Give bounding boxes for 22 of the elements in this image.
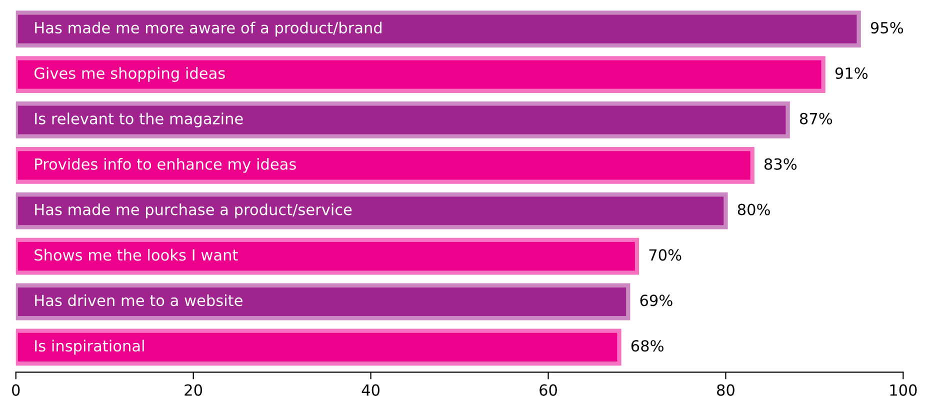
data-label: 95% [870, 22, 904, 34]
y-tick-label: Is inspirational [35, 340, 144, 355]
y-tick-label: Provides info to enhance my ideas [35, 158, 296, 173]
data-label: 87% [800, 112, 832, 124]
x-tick-label: 40 [362, 384, 380, 396]
x-tick-label: 80 [717, 384, 734, 396]
data-label: 83% [764, 158, 797, 170]
x-tick-label: 0 [12, 384, 20, 396]
y-tick-label: Shows me the looks I want [34, 248, 238, 261]
data-label: 70% [649, 249, 682, 261]
y-tick-label: Has made me more aware of a product/brand [35, 22, 382, 36]
x-tick-label: 60 [540, 384, 557, 396]
y-tick-label: Is relevant to the magazine [35, 112, 243, 128]
y-tick-label: Gives me shopping ideas [34, 67, 225, 82]
y-tick-label: Has made me purchase a product/service [35, 203, 352, 218]
data-label: 69% [640, 294, 672, 306]
data-label: 68% [631, 340, 664, 352]
data-label: 80% [738, 204, 770, 216]
x-tick-label: 20 [184, 384, 202, 396]
x-tick-label: 100 [890, 384, 917, 396]
data-label: 91% [835, 67, 868, 79]
y-tick-label: Has driven me to a website [35, 294, 242, 306]
